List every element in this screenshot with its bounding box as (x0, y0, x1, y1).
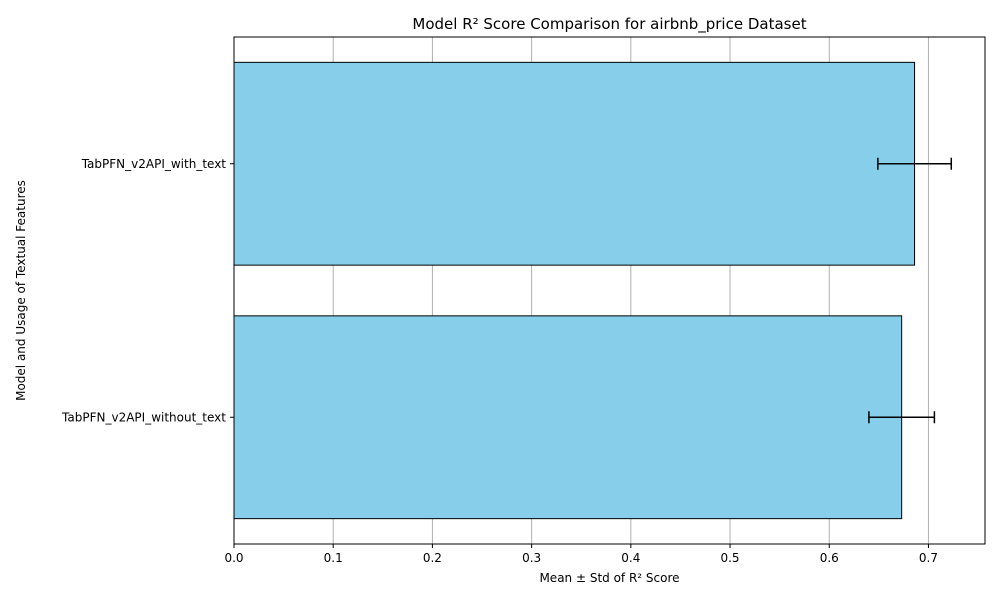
x-axis-ticks: 0.0 0.1 0.2 0.3 0.4 0.5 0.6 0.7 (224, 544, 938, 565)
y-tick-label: TabPFN_v2API_with_text (81, 157, 227, 171)
y-axis-ticks: TabPFN_v2API_with_text TabPFN_v2API_witho… (61, 157, 234, 424)
x-tick-label: 0.4 (621, 551, 640, 565)
x-tick-label: 0.5 (720, 551, 739, 565)
bar (233, 61, 916, 266)
chart-title: Model R² Score Comparison for airbnb_pri… (412, 15, 806, 34)
error-bars (868, 157, 953, 424)
y-axis-label: Model and Usage of Textual Features (14, 180, 28, 401)
x-tick-label: 0.1 (324, 551, 343, 565)
bar (233, 315, 903, 520)
x-tick-label: 0.7 (919, 551, 938, 565)
x-tick-label: 0.0 (224, 551, 243, 565)
y-tick-label: TabPFN_v2API_without_text (61, 410, 226, 424)
plot-frame (233, 36, 986, 545)
x-tick-label: 0.2 (423, 551, 442, 565)
bars (233, 61, 916, 520)
x-tick-label: 0.6 (820, 551, 839, 565)
x-axis-label: Mean ± Std of R² Score (539, 571, 679, 585)
x-tick-label: 0.3 (522, 551, 541, 565)
